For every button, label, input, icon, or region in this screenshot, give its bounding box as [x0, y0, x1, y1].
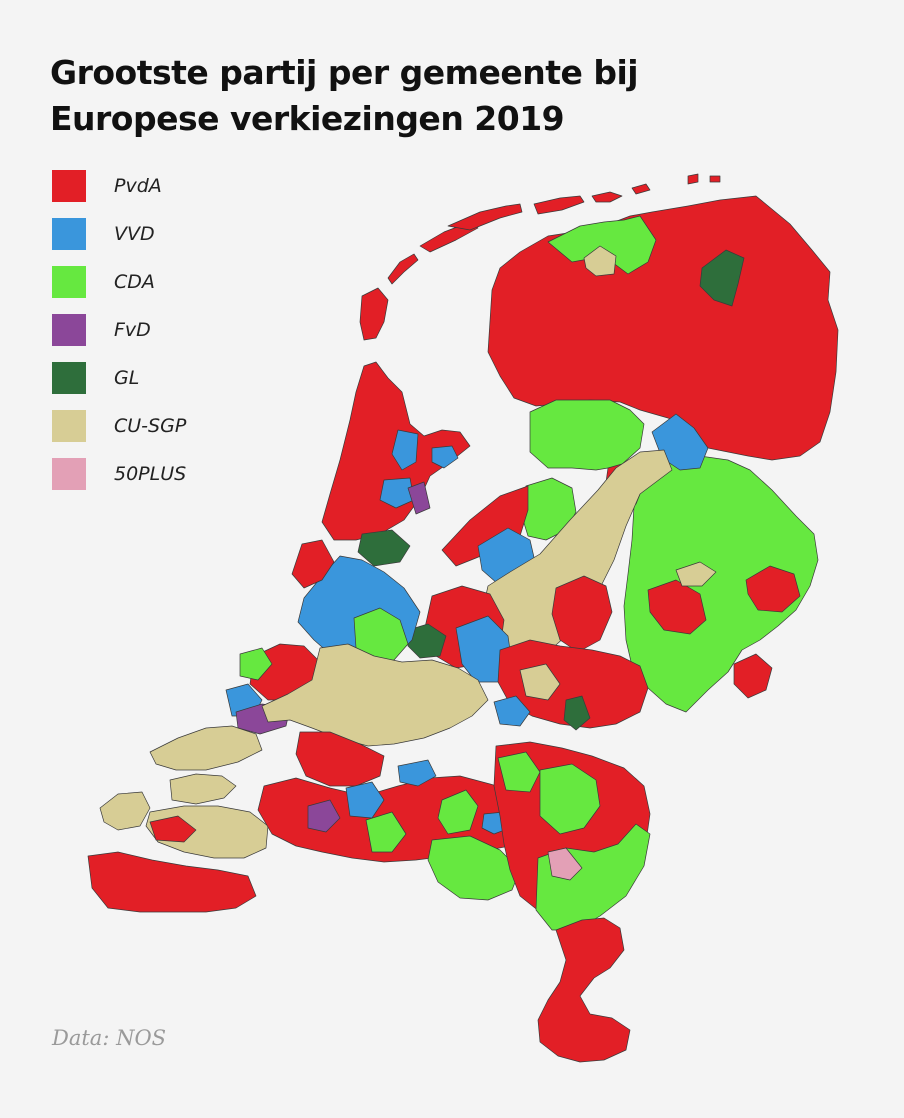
island-small-1 [687, 173, 699, 185]
legend-label-pvda: PvdA [114, 175, 162, 197]
legend-item-vvd: VVD [52, 218, 272, 250]
region-gelderland-vvd [493, 695, 531, 727]
legend-item-pvda: PvdA [52, 170, 272, 202]
island-vlieland [387, 253, 419, 285]
region-overijssel-pvda-2 [733, 653, 773, 699]
region-zh-pvda-south [295, 731, 385, 787]
legend-label-vvd: VVD [114, 223, 155, 245]
region-overijssel [623, 453, 819, 713]
region-brabant-vvd-1 [345, 781, 385, 819]
legend-swatch-cda [52, 266, 86, 298]
island-texel [359, 287, 389, 341]
region-zeeuws-vlaanderen [87, 851, 257, 913]
region-groningen-gl [699, 249, 745, 307]
island-rottumeroog [631, 183, 651, 195]
region-zh-groene-hart [261, 643, 489, 747]
legend-label-gl: GL [114, 367, 140, 389]
region-gelderland-cusgp [519, 663, 561, 701]
title-line-2: Europese verkiezingen 2019 [50, 99, 565, 138]
region-brabant-cda-1 [365, 811, 407, 853]
region-brabant-cda-4 [539, 763, 601, 835]
region-overijssel-pvda-3 [647, 579, 707, 635]
region-brabant-fvd [307, 799, 341, 833]
legend-item-fvd: FvD [52, 314, 272, 346]
legend-swatch-50plus [52, 458, 86, 490]
region-zb-pvda [149, 815, 197, 843]
legend-item-cda: CDA [52, 266, 272, 298]
region-limburg-south [537, 917, 631, 1063]
region-overijssel-cusgp [675, 561, 717, 587]
legend-label-cu-sgp: CU-SGP [114, 415, 187, 437]
island-terschelling-east [447, 203, 523, 231]
region-north-cusgp [583, 245, 617, 277]
legend-swatch-vvd [52, 218, 86, 250]
region-walcheren [99, 791, 151, 831]
island-terschelling [419, 221, 479, 253]
legend-label-cda: CDA [114, 271, 155, 293]
island-ameland [533, 195, 585, 215]
region-nh-vvd-1 [391, 429, 419, 471]
region-nh-fvd [407, 481, 431, 515]
region-zh-pvda-north [291, 539, 335, 589]
legend-item-gl: GL [52, 362, 272, 394]
region-veluwe-pvda [551, 575, 613, 653]
region-nh-gl-amsterdam [357, 529, 411, 567]
region-overijssel-pvda-1 [745, 565, 801, 613]
region-brabant-vvd-2 [397, 759, 437, 787]
legend-swatch-gl [52, 362, 86, 394]
region-nh-vvd-3 [379, 477, 415, 509]
legend-item-50plus: 50PLUS [52, 458, 272, 490]
region-utrecht-gl [407, 623, 447, 659]
region-gelderland-gl [563, 695, 591, 731]
region-brabant-cda-3 [497, 751, 541, 793]
title-line-1: Grootste partij per gemeente bij [50, 53, 639, 92]
legend-swatch-fvd [52, 314, 86, 346]
region-nh-vvd-2 [431, 445, 459, 469]
legend-label-fvd: FvD [114, 319, 151, 341]
legend-swatch-cu-sgp [52, 410, 86, 442]
region-noordoostpolder [529, 399, 645, 471]
legend-label-50plus: 50PLUS [114, 463, 187, 485]
region-brabant-east-cda [427, 835, 521, 901]
region-zeeland-middle [169, 773, 237, 805]
legend-item-cu-sgp: CU-SGP [52, 410, 272, 442]
region-limburg-50plus [547, 847, 583, 881]
island-small-2 [709, 175, 721, 183]
legend-swatch-pvda [52, 170, 86, 202]
region-flevoland-west [441, 485, 529, 567]
island-schiermonnikoog [591, 191, 623, 203]
region-zh-cda-west [239, 647, 273, 681]
region-brabant-cda-2 [437, 789, 479, 835]
region-zeeland-north [149, 725, 263, 771]
data-source: Data: NOS [52, 1026, 167, 1050]
chart-title: Grootste partij per gemeente bij Europes… [50, 50, 639, 142]
